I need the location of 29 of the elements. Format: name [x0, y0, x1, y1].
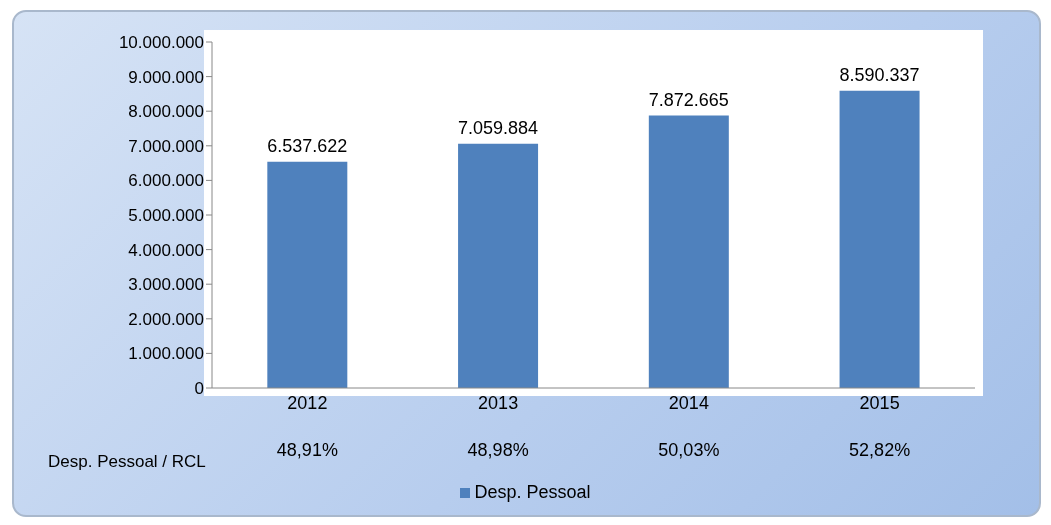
- data-label: 6.537.622: [267, 135, 348, 156]
- y-tick-label: 7.000.000: [128, 136, 204, 156]
- x-tick-label: 2014: [668, 392, 709, 413]
- bar: [267, 161, 348, 388]
- text: 50,03%: [657, 440, 721, 461]
- text: 52,82%: [848, 440, 912, 461]
- y-tick-label: 9.000.000: [128, 67, 204, 87]
- data-label: 7.059.884: [458, 117, 539, 138]
- bar: [839, 90, 920, 388]
- y-tick-label: 3.000.000: [128, 275, 204, 295]
- y-tick-label: 4.000.000: [128, 240, 204, 260]
- bar: [648, 115, 729, 388]
- data-label: 7.872.665: [648, 89, 729, 110]
- text: 48,91%: [275, 440, 339, 461]
- x-tick-label: 2012: [287, 392, 328, 413]
- bar: [458, 143, 539, 388]
- text: 48,98%: [466, 440, 530, 461]
- y-tick-label: 10.000.000: [118, 33, 204, 53]
- data-label: 8.590.337: [839, 64, 920, 85]
- text: Desp. Pessoal / RCL: [48, 452, 206, 472]
- y-tick-label: 6.000.000: [128, 171, 204, 191]
- legend-label: Desp. Pessoal: [474, 482, 591, 503]
- y-tick-label: 5.000.000: [128, 206, 204, 226]
- y-tick-label: 8.000.000: [128, 102, 204, 122]
- x-tick-label: 2015: [859, 392, 900, 413]
- x-tick-label: 2013: [478, 392, 519, 413]
- y-tick-label: 0: [194, 379, 204, 399]
- y-tick-label: 2.000.000: [128, 309, 204, 329]
- y-tick-label: 1.000.000: [128, 344, 204, 364]
